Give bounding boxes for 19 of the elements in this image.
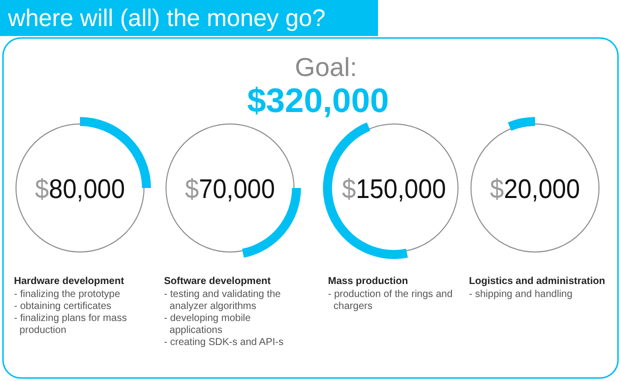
text: $320,000 [247, 82, 389, 120]
text: - developing mobile applications [164, 313, 251, 336]
text: - testing and validating the analyzer algorithms [164, 289, 281, 312]
data-label: $20,000 [490, 174, 586, 204]
data-label: $80,000 [35, 174, 132, 204]
data-label: $150,000 [342, 174, 454, 204]
text: - finalizing plans for mass production [14, 313, 127, 336]
text: - finalizing the prototype [14, 289, 120, 300]
category-label: Mass production [328, 276, 408, 287]
text: - obtaining certificates [14, 301, 112, 312]
text: - production of the rings and chargers [328, 289, 453, 312]
category-label: Software development [164, 276, 272, 287]
data-label: $70,000 [185, 174, 282, 204]
category-label: Hardware development [14, 276, 125, 287]
text: where will (all) the money go? [7, 5, 326, 32]
text: - shipping and handling [469, 289, 572, 300]
text: Goal: [294, 52, 358, 82]
text: - creating SDK-s and API-s [164, 337, 284, 348]
category-label: Logistics and administration [469, 276, 606, 287]
